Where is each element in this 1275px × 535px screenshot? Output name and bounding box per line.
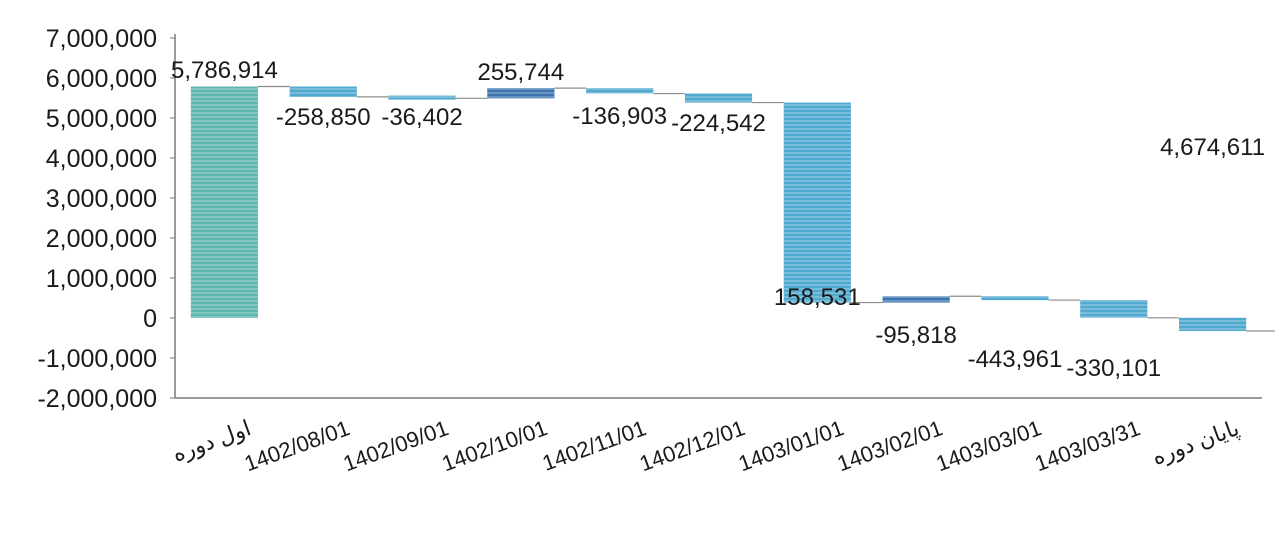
category-labels: اول دوره1402/08/011402/09/011402/10/0114… (169, 415, 1243, 476)
data-label: -443,961 (968, 346, 1063, 373)
decrease-bar-texture (783, 102, 851, 303)
increase-bar-texture (882, 296, 950, 303)
y-axis: 7,000,000 6,000,000 5,000,000 4,000,000 3,00… (37, 25, 176, 413)
x-tick-label: پایان دوره (1149, 415, 1243, 470)
y-tick-label: 6,000,000 (46, 65, 157, 93)
decrease-bar-texture (388, 95, 456, 100)
decrease-bar-texture (684, 93, 753, 103)
x-tick-label: 1402/10/01 (439, 415, 551, 476)
data-label: -136,903 (572, 103, 667, 130)
decrease-bar-texture (1178, 317, 1247, 332)
x-tick-label: 1402/08/01 (241, 415, 353, 476)
y-tick-label: 2,000,000 (46, 225, 157, 253)
start-total-bar-texture (190, 86, 259, 318)
y-tick-label: 5,000,000 (46, 105, 157, 133)
x-tick-label: 1403/03/31 (1031, 415, 1143, 476)
y-tick-label: 1,000,000 (46, 265, 157, 293)
data-label: 5,786,914 (171, 57, 278, 84)
x-tick-label: 1402/11/01 (539, 415, 649, 476)
y-tick-label: -2,000,000 (37, 385, 157, 413)
decrease-bar-texture (289, 86, 357, 97)
connector-lines (258, 85, 1275, 332)
decrease-bar-texture (981, 296, 1049, 301)
data-label: -95,818 (875, 322, 956, 349)
x-tick-label: 1403/03/01 (933, 415, 1045, 476)
y-tick-label: -1,000,000 (37, 345, 157, 373)
data-label: -224,542 (671, 110, 766, 137)
y-tick-label: 4,000,000 (46, 145, 157, 173)
x-tick-label: 1402/12/01 (636, 415, 748, 476)
data-label: 255,744 (477, 59, 564, 86)
data-label: -36,402 (381, 104, 462, 131)
y-tick-label: 0 (143, 305, 157, 333)
decrease-bar-texture (1080, 300, 1148, 318)
x-tick-label: اول دوره (169, 415, 254, 466)
y-tick-label: 3,000,000 (46, 185, 157, 213)
data-label: -258,850 (276, 104, 371, 131)
data-label: 4,674,611 (1160, 134, 1265, 161)
y-tick-label: 7,000,000 (46, 25, 157, 53)
decrease-bar-texture (586, 88, 654, 94)
data-label: 158,531 (774, 284, 861, 311)
increase-bar-texture (487, 88, 555, 99)
x-tick-label: 1402/09/01 (340, 415, 452, 476)
x-tick-label: 1403/01/01 (735, 415, 847, 476)
data-labels: 5,786,914-258,850 -36,402255,744-136,903-… (171, 57, 1265, 382)
x-tick-label: 1403/02/01 (834, 415, 946, 476)
data-label: -330,101 (1066, 355, 1161, 382)
bars (190, 86, 1247, 332)
